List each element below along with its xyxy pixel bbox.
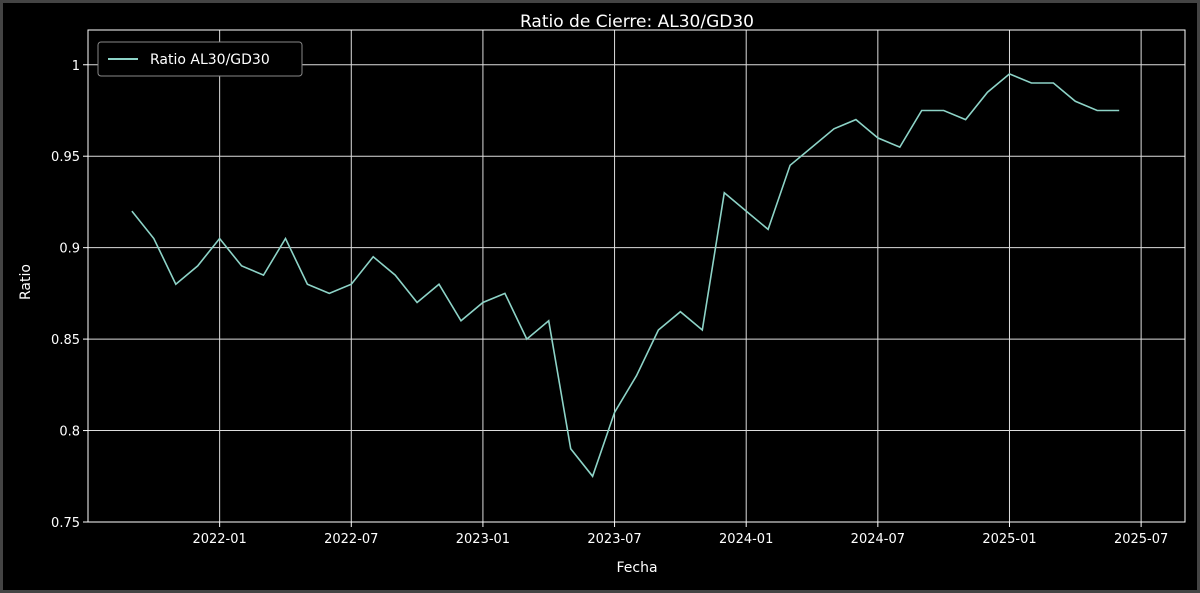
plot-area: 0.75 0.8 0.85 0.9 0.95 1 2022-01 2022-07 2023-01…: [51, 29, 1186, 547]
y-tick-label: 1: [72, 59, 80, 74]
x-tick-label: 2023-01: [456, 532, 510, 547]
y-tick-label: 0.8: [59, 425, 80, 440]
y-axis-label: Ratio: [18, 264, 34, 300]
axes-frame: [87, 29, 1186, 523]
data-line: [131, 72, 1120, 478]
y-tick-label: 0.75: [51, 516, 80, 531]
x-tick-label: 2024-07: [851, 532, 905, 547]
x-tick-label: 2025-01: [982, 532, 1036, 547]
x-tick-label: 2023-07: [587, 532, 641, 547]
y-tick-label: 0.95: [51, 150, 80, 165]
x-axis-label: Fecha: [616, 560, 657, 576]
x-tick-label: 2024-01: [719, 532, 773, 547]
chart-title: Ratio de Cierre: AL30/GD30: [520, 12, 754, 32]
legend-box: [97, 41, 303, 77]
x-tick-label: 2022-07: [324, 532, 378, 547]
legend-label: Ratio AL30/GD30: [150, 52, 270, 68]
y-tick-label: 0.9: [59, 242, 80, 257]
x-tick-label: 2025-07: [1114, 532, 1168, 547]
y-tick-label: 0.85: [51, 333, 80, 348]
x-tick-label: 2022-01: [192, 532, 246, 547]
